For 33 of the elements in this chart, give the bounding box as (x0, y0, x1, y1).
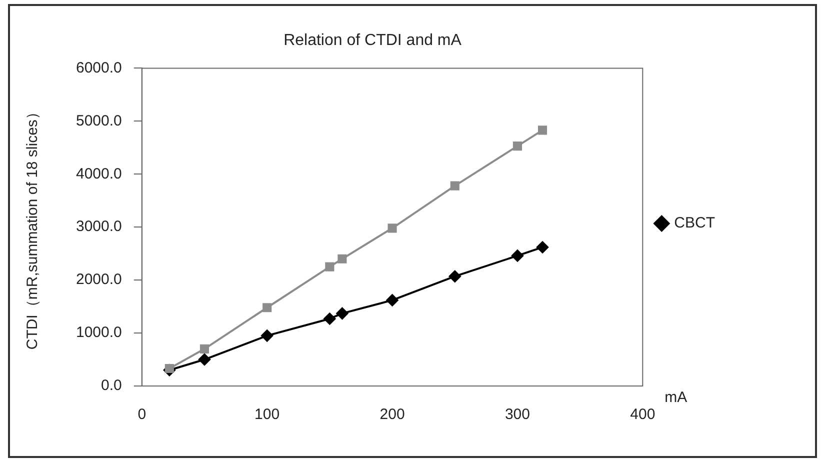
point (325, 262, 334, 272)
x-axis-title: mA (664, 389, 688, 406)
point (388, 224, 397, 233)
point (450, 181, 460, 190)
y-tick-label: 6000.0 (76, 59, 122, 76)
x-tick-label: 200 (380, 406, 405, 424)
x-tick-label: 300 (504, 406, 530, 424)
point (338, 254, 347, 264)
x-tick-label: 0 (138, 406, 146, 424)
chart-title: Relation of CTDI and mA (284, 32, 462, 50)
y-tick-label: 0.0 (101, 377, 122, 394)
point (261, 330, 274, 342)
point (511, 250, 524, 262)
legend-label: CBCT (674, 214, 716, 232)
x-tick-label: 100 (254, 406, 280, 424)
y-axis-title: CTDI（mR,summation of 18 slices） (24, 104, 42, 350)
y-tick-label: 4000.0 (76, 165, 122, 182)
y-tick-label: 2000.0 (76, 271, 122, 288)
y-tick-label: 1000.0 (76, 324, 122, 342)
point (512, 142, 522, 151)
point (164, 364, 174, 374)
point (536, 241, 549, 254)
point (386, 294, 398, 306)
point (448, 270, 461, 282)
point (336, 307, 348, 320)
y-tick-label: 5000.0 (76, 112, 122, 130)
x-tick-label: 400 (630, 406, 656, 424)
point (198, 354, 210, 366)
point (262, 303, 272, 312)
point (324, 312, 336, 325)
point (200, 344, 210, 354)
point (538, 126, 548, 135)
y-tick-label: 3000.0 (76, 218, 122, 236)
